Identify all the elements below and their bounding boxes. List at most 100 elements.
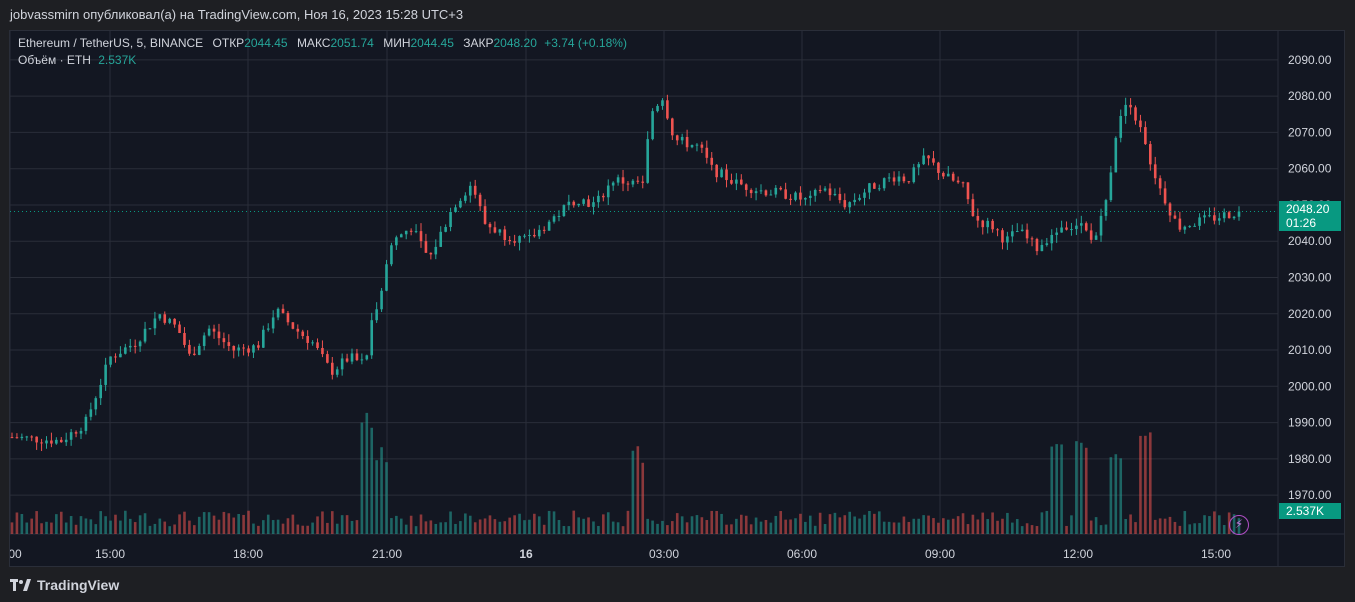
candle-body: [1119, 115, 1123, 138]
volume-bar: [641, 462, 645, 534]
candle-body: [1089, 230, 1093, 240]
candle-body: [1213, 215, 1216, 221]
volume-bar: [399, 518, 403, 534]
candle-body: [271, 317, 275, 329]
volume-bar: [784, 519, 787, 534]
candle-body: [459, 200, 462, 208]
volume-bar: [779, 511, 783, 534]
volume-bar: [1114, 454, 1118, 534]
volume-bar: [1173, 521, 1177, 534]
candle-body: [597, 195, 600, 203]
candle-body: [710, 157, 714, 165]
volume-bar: [360, 422, 364, 534]
volume-bar: [64, 522, 68, 534]
open-value: 2044.45: [244, 36, 288, 50]
volume-bar: [848, 511, 852, 534]
candle-body: [1006, 236, 1009, 243]
candle-body: [119, 353, 122, 358]
candle-body: [641, 181, 645, 183]
candle-body: [1025, 229, 1029, 239]
tradingview-logo[interactable]: TradingView: [10, 574, 119, 596]
y-tick-label: 2030.00: [1288, 271, 1332, 285]
volume-bar: [385, 462, 388, 534]
candle-body: [109, 356, 112, 365]
volume-bar: [89, 519, 93, 534]
y-tick-label: 2090.00: [1288, 53, 1332, 67]
volume-bar: [542, 524, 546, 534]
volume-bar: [523, 520, 526, 534]
candle-body: [1144, 127, 1147, 145]
volume-bar: [1198, 523, 1201, 534]
chart-pane[interactable]: 2090.002080.002070.002060.002050.002040.…: [9, 30, 1345, 567]
volume-bar: [592, 521, 595, 534]
volume-bar: [1129, 514, 1132, 534]
volume-bar: [774, 515, 778, 534]
volume-bar: [138, 515, 142, 534]
candle-body: [1222, 212, 1226, 219]
volume-bar: [316, 516, 319, 534]
candle-body: [1163, 188, 1167, 204]
volume-bar: [50, 522, 53, 534]
volume-bar: [227, 513, 231, 534]
candle-body: [942, 172, 945, 177]
x-tick-label: 15:00: [1201, 547, 1231, 561]
candle-body: [784, 189, 787, 199]
candle-body: [124, 347, 127, 354]
symbol-label[interactable]: Ethereum / TetherUS, 5, BINANCE: [18, 36, 204, 50]
candle-body: [675, 135, 679, 141]
candle-body: [882, 178, 886, 189]
volume-bar: [1084, 447, 1088, 534]
candle-body: [1129, 104, 1132, 108]
volume-bar: [873, 513, 876, 534]
volume-group: [10, 412, 1241, 534]
candle-body: [789, 198, 792, 200]
lightning-icon[interactable]: ⚡: [1229, 515, 1249, 535]
candle-body: [390, 245, 393, 265]
candle-body: [1114, 137, 1118, 173]
volume-bar: [754, 517, 758, 534]
volume-bar: [656, 523, 659, 534]
volume-bar: [1124, 518, 1127, 534]
candle-body: [1015, 231, 1019, 233]
volume-bar: [119, 520, 122, 534]
candle-body: [740, 179, 743, 185]
candle-body: [828, 188, 832, 196]
volume-bar: [232, 517, 236, 534]
volume-bar: [715, 510, 718, 534]
candle-body: [266, 328, 270, 330]
volume-bar: [45, 521, 48, 534]
candle-body: [1075, 225, 1078, 230]
y-tick-label: 2000.00: [1288, 379, 1332, 393]
candlestick-chart[interactable]: 2090.002080.002070.002060.002050.002040.…: [10, 31, 1345, 567]
candle-body: [552, 216, 556, 222]
volume-bar: [971, 514, 975, 534]
candle-body: [188, 344, 191, 354]
volume-bar: [518, 513, 521, 534]
candle-body: [1030, 238, 1034, 240]
volume-bar: [454, 523, 457, 534]
candle-body: [473, 185, 477, 195]
volume-bar: [158, 518, 162, 534]
volume-bar: [390, 518, 393, 534]
y-tick-label: 2040.00: [1288, 234, 1332, 248]
candle-body: [237, 347, 240, 351]
volume-bar: [1020, 526, 1024, 534]
candle-body: [464, 195, 467, 201]
volume-bar: [537, 516, 541, 534]
candle-body: [375, 309, 378, 321]
volume-bar: [813, 525, 817, 534]
volume-bar: [321, 511, 324, 534]
candle-body: [981, 220, 985, 228]
y-tick-label: 2070.00: [1288, 125, 1332, 139]
candle-body: [621, 177, 625, 184]
candle-body: [503, 229, 507, 240]
last-price-value: 2048.20: [1286, 202, 1330, 216]
volume-bar: [104, 516, 107, 534]
candle-body: [1198, 217, 1201, 226]
volume-bar: [143, 513, 147, 534]
volume-bar: [666, 525, 669, 534]
volume-bar: [725, 524, 728, 534]
candle-body: [636, 180, 640, 182]
candle-body: [414, 231, 418, 233]
volume-bar: [20, 514, 24, 534]
